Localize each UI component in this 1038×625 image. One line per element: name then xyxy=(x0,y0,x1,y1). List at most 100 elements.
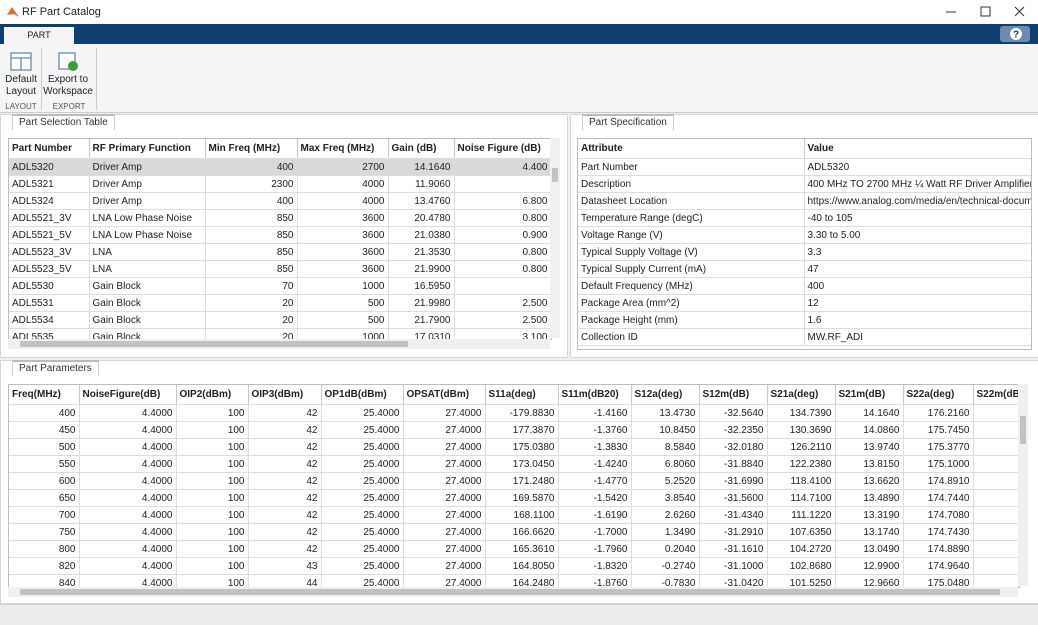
table-row[interactable]: Collection ID MW.RF_ADI xyxy=(578,328,1031,346)
column-header[interactable]: Max Freq (MHz) xyxy=(297,139,389,159)
column-header[interactable]: S11m(dB20) xyxy=(558,385,632,405)
table-row[interactable]: 400 4.4000 100 42 25.4000 27.4000 -179.8830 -1.… xyxy=(9,404,1019,422)
column-header[interactable]: OP1dB(dBm) xyxy=(321,385,404,405)
column-header[interactable]: OIP2(dBm) xyxy=(176,385,249,405)
table-row[interactable]: 600 4.4000 100 42 25.4000 27.4000 171.2480 -1.4… xyxy=(9,472,1019,490)
h-scrollbar[interactable] xyxy=(8,587,1018,597)
column-header[interactable]: NoiseFigure(dB) xyxy=(79,385,177,405)
table-cell: -1.7000 xyxy=(558,523,632,541)
h-scrollbar[interactable] xyxy=(8,339,550,349)
table-row[interactable]: 800 4.4000 100 42 25.4000 27.4000 165.3610 -1.7… xyxy=(9,540,1019,558)
table-cell: 100 xyxy=(176,438,249,456)
table-cell: 3.8540 xyxy=(631,489,700,507)
table-cell: 100 xyxy=(176,540,249,558)
table-row[interactable]: Part Number ADL5320 xyxy=(578,158,1031,176)
table-row[interactable]: 550 4.4000 100 42 25.4000 27.4000 173.0450 -1.4… xyxy=(9,455,1019,473)
help-button[interactable]: ? xyxy=(1000,26,1030,42)
table-row[interactable]: Datasheet Location https://www.analog.com… xyxy=(578,192,1031,210)
table-cell: 166.6620 xyxy=(485,523,559,541)
table-cell: 700 xyxy=(9,506,80,524)
table-row[interactable]: ADL5521_3V LNA Low Phase Noise 850 3600 20.4… xyxy=(9,209,551,227)
column-header[interactable]: Gain (dB) xyxy=(388,139,455,159)
table-cell: ADL5523_5V xyxy=(9,260,90,278)
table-cell xyxy=(973,472,1019,490)
column-header[interactable]: S12m(dB) xyxy=(699,385,768,405)
column-header[interactable]: Min Freq (MHz) xyxy=(205,139,298,159)
default-layout-button[interactable]: Default Layout xyxy=(5,74,37,97)
table-row[interactable]: ADL5523_3V LNA 850 3600 21.3530 0.800 xyxy=(9,243,551,261)
column-header[interactable]: S12a(deg) xyxy=(631,385,700,405)
table-cell: 12 xyxy=(804,294,1031,312)
selection-table[interactable]: Part Number RF Primary Function Min Freq (… xyxy=(8,138,552,340)
table-row[interactable]: Description 400 MHz TO 2700 MHz ¼ Watt RF… xyxy=(578,175,1031,193)
column-header[interactable]: S21m(dB) xyxy=(835,385,904,405)
column-header[interactable]: OPSAT(dBm) xyxy=(403,385,486,405)
column-header[interactable]: Freq(MHz) xyxy=(9,385,80,405)
table-cell: -1.8760 xyxy=(558,574,632,587)
table-row[interactable]: Package Area (mm^2) 12 xyxy=(578,294,1031,312)
panel-tab[interactable]: Part Specification xyxy=(582,114,674,130)
table-cell: ADL5320 xyxy=(9,158,90,176)
table-cell: 4.4000 xyxy=(79,506,177,524)
table-row[interactable]: ADL5530 Gain Block 70 1000 16.5950 xyxy=(9,277,551,295)
column-header[interactable]: Attribute xyxy=(578,139,805,159)
table-row[interactable]: ADL5534 Gain Block 20 500 21.7900 2.500 xyxy=(9,311,551,329)
table-row[interactable]: Default Frequency (MHz) 400 xyxy=(578,277,1031,295)
column-header[interactable]: S22a(deg) xyxy=(903,385,974,405)
table-cell: 400 MHz TO 2700 MHz ¼ Watt RF Driver Amp… xyxy=(804,175,1031,193)
table-cell: 27.4000 xyxy=(403,438,486,456)
table-cell: 21.7900 xyxy=(388,311,455,329)
table-cell: 25.4000 xyxy=(321,489,404,507)
column-header[interactable]: RF Primary Function xyxy=(89,139,206,159)
column-header[interactable]: Part Number xyxy=(9,139,90,159)
table-cell: 2.6260 xyxy=(631,506,700,524)
parameters-table[interactable]: Freq(MHz) NoiseFigure(dB) OIP2(dBm) OIP3(dB… xyxy=(8,384,1020,588)
column-header[interactable]: S11a(deg) xyxy=(485,385,559,405)
table-cell: 102.8680 xyxy=(767,557,836,575)
table-row[interactable]: ADL5523_5V LNA 850 3600 21.9900 0.800 xyxy=(9,260,551,278)
table-row[interactable]: 700 4.4000 100 42 25.4000 27.4000 168.1100 -1.6… xyxy=(9,506,1019,524)
table-row[interactable]: 500 4.4000 100 42 25.4000 27.4000 175.0380 -1.3… xyxy=(9,438,1019,456)
table-cell xyxy=(973,421,1019,439)
table-cell: -1.4240 xyxy=(558,455,632,473)
export-button[interactable]: Export to Workspace xyxy=(43,74,93,97)
table-row[interactable]: 650 4.4000 100 42 25.4000 27.4000 169.5870 -1.5… xyxy=(9,489,1019,507)
panel-tab[interactable]: Part Selection Table xyxy=(12,114,115,130)
table-cell: Gain Block xyxy=(89,277,206,295)
table-row[interactable]: 840 4.4000 100 44 25.4000 27.4000 164.2480 -1.8… xyxy=(9,574,1019,587)
table-row[interactable]: Voltage Range (V) 3.30 to 5.00 xyxy=(578,226,1031,244)
table-row[interactable]: Typical Supply Voltage (V) 3.3 xyxy=(578,243,1031,261)
status-bar xyxy=(0,604,1038,625)
column-header[interactable]: OIP3(dBm) xyxy=(248,385,322,405)
table-row[interactable]: ADL5535 Gain Block 20 1000 17.0310 3.100 xyxy=(9,328,551,339)
table-row[interactable]: Package Height (mm) 1.6 xyxy=(578,311,1031,329)
table-cell: ADL5321 xyxy=(9,175,90,193)
table-row[interactable]: ADL5324 Driver Amp 400 4000 13.4760 6.800 xyxy=(9,192,551,210)
table-cell: 14.1640 xyxy=(388,158,455,176)
table-row[interactable]: 450 4.4000 100 42 25.4000 27.4000 177.3870 -1.3… xyxy=(9,421,1019,439)
table-row[interactable]: ADL5321 Driver Amp 2300 4000 11.9060 xyxy=(9,175,551,193)
v-scrollbar[interactable] xyxy=(1018,384,1028,586)
table-row[interactable]: ADL5521_5V LNA Low Phase Noise 850 3600 21.0… xyxy=(9,226,551,244)
table-cell: LNA Low Phase Noise xyxy=(89,226,206,244)
table-row[interactable]: 820 4.4000 100 43 25.4000 27.4000 164.8050 -1.8… xyxy=(9,557,1019,575)
panel-tab[interactable]: Part Parameters xyxy=(12,360,99,376)
table-row[interactable]: 750 4.4000 100 42 25.4000 27.4000 166.6620 -1.7… xyxy=(9,523,1019,541)
table-cell: 47 xyxy=(804,260,1031,278)
column-header[interactable]: S21a(deg) xyxy=(767,385,836,405)
column-header[interactable]: Noise Figure (dB) xyxy=(454,139,551,159)
v-scrollbar[interactable] xyxy=(550,138,560,338)
toolstrip-tab[interactable]: PART SELECTOR xyxy=(4,27,74,57)
table-row[interactable]: ADL5531 Gain Block 20 500 21.9980 2.500 xyxy=(9,294,551,312)
column-header[interactable]: Value xyxy=(804,139,1031,159)
column-header[interactable]: S22m(dB20) xyxy=(973,385,1019,405)
table-row[interactable]: Temperature Range (degC) -40 to 105 xyxy=(578,209,1031,227)
table-cell: 500 xyxy=(297,311,389,329)
table-row[interactable]: Typical Supply Current (mA) 47 xyxy=(578,260,1031,278)
table-cell: 175.0480 xyxy=(903,574,974,587)
table-row[interactable]: ADL5320 Driver Amp 400 2700 14.1640 4.400 xyxy=(9,158,551,176)
table-cell: 4.4000 xyxy=(79,540,177,558)
spec-table[interactable]: Attribute Value Part Number ADL5320 Descript… xyxy=(577,138,1032,350)
tab-strip: PART SELECTOR ? xyxy=(0,24,1038,57)
window-controls[interactable] xyxy=(930,0,1038,24)
